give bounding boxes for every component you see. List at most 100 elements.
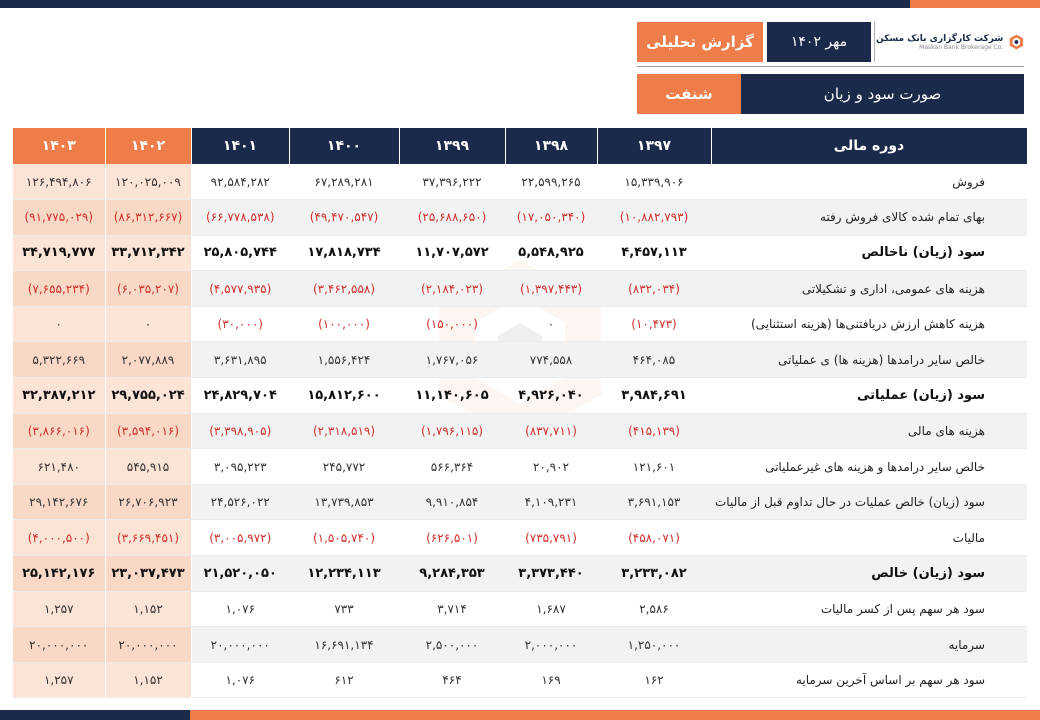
table-cell: ۷۷۴,۵۵۸ <box>505 341 597 379</box>
table-cell: ۲۶,۷۰۶,۹۲۳ <box>105 484 192 521</box>
table-cell: ۳,۷۱۴ <box>399 591 505 628</box>
table-cell: (۳,۰۰۵,۹۷۲) <box>191 519 289 557</box>
table-cell: ۰ <box>13 306 106 343</box>
table-row: ۲۵,۱۴۲,۱۷۶ ۲۳,۰۳۷,۴۷۳ ۲۱,۵۲۰,۰۵۰ ۱۲,۲۳۴,۱۱۳… <box>13 555 1027 592</box>
table-cell: ۳۷,۳۹۶,۲۲۲ <box>399 164 505 201</box>
table-cell: ۱۶۹ <box>505 662 597 699</box>
table-cell: ۱,۶۸۷ <box>505 591 597 628</box>
top-accent-navy <box>0 0 910 8</box>
row-label: سود هر سهم بر اساس آخرین سرمایه <box>711 662 1027 699</box>
table-row: ۳۴,۷۱۹,۷۷۷ ۳۳,۷۱۲,۳۴۲ ۲۵,۸۰۵,۷۴۴ ۱۷,۸۱۸,۷۳۴… <box>13 235 1027 272</box>
table-row: (۷,۶۵۵,۲۳۴) (۶,۰۳۵,۲۰۷) (۴,۵۷۷,۹۳۵) (۳,۴۶۲,… <box>13 270 1027 307</box>
row-label: مالیات <box>711 519 1027 557</box>
table-row: ۳۲,۳۸۷,۲۱۲ ۲۹,۷۵۵,۰۲۴ ۲۴,۸۲۹,۷۰۴ ۱۵,۸۱۲,۶۰۰… <box>13 377 1027 414</box>
company-sub: Maskan Bank Brokerage Co. <box>919 43 1004 51</box>
company-logo: شرکت کارگزاری بانک مسکن Maskan Bank Brok… <box>876 20 1024 64</box>
table-cell: ۲۱,۵۲۰,۰۵۰ <box>191 555 289 592</box>
table-row: ۵,۳۲۲,۶۶۹ ۲,۰۷۷,۸۸۹ ۳,۶۳۱,۸۹۵ ۱,۵۵۶,۴۲۴ ۱,۷۶… <box>13 341 1027 379</box>
table-cell: (۱,۵۰۵,۷۴۰) <box>289 519 399 557</box>
table-cell: (۳,۳۹۸,۹۰۵) <box>191 413 289 450</box>
table-cell: ۲۰,۰۰۰,۰۰۰ <box>13 626 106 663</box>
column-header: ۱۴۰۲ <box>105 128 192 164</box>
table-cell: ۳,۲۳۳,۰۸۲ <box>597 555 711 592</box>
table-cell: ۵۴۵,۹۱۵ <box>105 448 192 485</box>
bottom-accent-bar <box>0 710 1040 720</box>
ticker-symbol: شنفت <box>637 74 741 114</box>
top-accent-bar <box>0 0 1040 8</box>
table-cell: ۲۳,۰۳۷,۴۷۳ <box>105 555 192 592</box>
column-header: ۱۳۹۹ <box>399 128 506 164</box>
row-label: سود (زیان) خالص عملیات در حال تداوم قبل … <box>711 484 1027 521</box>
table-cell: ۱۶۲ <box>597 662 711 699</box>
table-cell: (۱۰,۴۷۳) <box>597 306 711 343</box>
table-cell: (۲,۱۸۴,۰۲۳) <box>399 270 505 307</box>
row-label: سود (زیان) خالص <box>711 555 1027 592</box>
table-cell: ۵,۵۴۸,۹۲۵ <box>505 235 597 272</box>
table-cell: ۱۵,۳۳۹,۹۰۶ <box>597 164 711 201</box>
table-cell: (۷,۶۵۵,۲۳۴) <box>13 270 106 307</box>
table-cell: (۱,۷۹۶,۱۱۵) <box>399 413 505 450</box>
table-cell: (۴,۰۰۰,۵۰۰) <box>13 519 106 557</box>
header-divider <box>637 66 1024 67</box>
row-label: سود (زیان) ناخالص <box>711 235 1027 272</box>
table-cell: ۴,۴۵۷,۱۱۳ <box>597 235 711 272</box>
table-cell: ۱۶,۶۹۱,۱۳۴ <box>289 626 399 663</box>
table-cell: (۶۲۶,۵۰۱) <box>399 519 505 557</box>
table-cell: ۱,۰۷۶ <box>191 662 289 699</box>
row-label: هزینه کاهش ارزش دریافتنی‌ها (هزینه استثن… <box>711 306 1027 343</box>
table-cell: ۱۱,۱۴۰,۶۰۵ <box>399 377 505 414</box>
table-cell: ۲۴,۸۲۹,۷۰۴ <box>191 377 289 414</box>
table-cell: ۱۳,۷۳۹,۸۵۳ <box>289 484 399 521</box>
table-cell: ۳۳,۷۱۲,۳۴۲ <box>105 235 192 272</box>
table-row: ۱۲۶,۴۹۴,۸۰۶ ۱۲۰,۰۲۵,۰۰۹ ۹۲,۵۸۴,۲۸۲ ۶۷,۲۸۹,۲… <box>13 164 1027 201</box>
table-cell: (۳۰,۰۰۰) <box>191 306 289 343</box>
table-cell: ۲۰,۰۰۰,۰۰۰ <box>105 626 192 663</box>
table-cell: (۳,۵۹۴,۰۱۶) <box>105 413 192 450</box>
table-cell: ۶۱۲ <box>289 662 399 699</box>
table-cell: ۱,۲۵۷ <box>13 591 106 628</box>
table-cell: (۹۱,۷۷۵,۰۲۹) <box>13 199 106 236</box>
table-cell: ۱,۱۵۲ <box>105 662 192 699</box>
table-cell: (۳,۴۶۲,۵۵۸) <box>289 270 399 307</box>
report-type: گزارش تحلیلی <box>637 22 763 62</box>
table-cell: (۴۱۵,۱۳۹) <box>597 413 711 450</box>
table-cell: ۲۴۵,۷۷۲ <box>289 448 399 485</box>
table-cell: ۲۵,۸۰۵,۷۴۴ <box>191 235 289 272</box>
table-cell: ۲۰,۹۰۲ <box>505 448 597 485</box>
period-label-header: دوره مالی <box>711 128 1028 164</box>
table-cell: ۲,۵۰۰,۰۰۰ <box>399 626 505 663</box>
table-cell: ۲۹,۱۴۲,۶۷۶ <box>13 484 106 521</box>
table-cell: ۳,۰۹۵,۲۲۳ <box>191 448 289 485</box>
table-cell: ۱۱,۷۰۷,۵۷۲ <box>399 235 505 272</box>
table-cell: (۶۶,۷۷۸,۵۳۸) <box>191 199 289 236</box>
table-row: (۳,۸۶۶,۰۱۶) (۳,۵۹۴,۰۱۶) (۳,۳۹۸,۹۰۵) (۲,۳۱۸,… <box>13 413 1027 450</box>
column-header: ۱۴۰۰ <box>289 128 400 164</box>
table-cell: ۰ <box>505 306 597 343</box>
table-cell: ۱,۲۵۷ <box>13 662 106 699</box>
table-cell: ۹,۲۸۴,۳۵۳ <box>399 555 505 592</box>
table-cell: ۱,۱۵۲ <box>105 591 192 628</box>
table-row: ۱,۲۵۷ ۱,۱۵۲ ۱,۰۷۶ ۷۳۳ ۳,۷۱۴ ۱,۶۸۷ ۲,۵۸۶ سود هر … <box>13 591 1027 628</box>
table-cell: ۱۲۰,۰۲۵,۰۰۹ <box>105 164 192 201</box>
row-label: سرمایه <box>711 626 1027 663</box>
table-cell: ۵۶۶,۳۶۴ <box>399 448 505 485</box>
table-cell: ۱,۰۷۶ <box>191 591 289 628</box>
table-cell: (۳,۶۶۹,۴۵۱) <box>105 519 192 557</box>
table-cell: ۴,۹۲۶,۰۴۰ <box>505 377 597 414</box>
table-row: ۶۲۱,۴۸۰ ۵۴۵,۹۱۵ ۳,۰۹۵,۲۲۳ ۲۴۵,۷۷۲ ۵۶۶,۳۶۴ ۲۰,… <box>13 448 1027 485</box>
table-cell: (۱۵۰,۰۰۰) <box>399 306 505 343</box>
table-cell: ۳۲,۳۸۷,۲۱۲ <box>13 377 106 414</box>
table-body: ۱۲۶,۴۹۴,۸۰۶ ۱۲۰,۰۲۵,۰۰۹ ۹۲,۵۸۴,۲۸۲ ۶۷,۲۸۹,۲… <box>13 164 1027 699</box>
table-cell: ۳,۶۹۱,۱۵۳ <box>597 484 711 521</box>
column-header: ۱۳۹۷ <box>597 128 712 164</box>
table-cell: (۳,۸۶۶,۰۱۶) <box>13 413 106 450</box>
row-label: بهای تمام شده کالای فروش رفته <box>711 199 1027 236</box>
table-cell: ۳,۳۷۳,۴۴۰ <box>505 555 597 592</box>
table-header-row: ۱۴۰۳ ۱۴۰۲ ۱۴۰۱ ۱۴۰۰ ۱۳۹۹ ۱۳۹۸ ۱۳۹۷ دوره … <box>13 128 1028 164</box>
table-cell: ۷۳۳ <box>289 591 399 628</box>
table-row: (۹۱,۷۷۵,۰۲۹) (۸۶,۳۱۲,۶۶۷) (۶۶,۷۷۸,۵۳۸) (۴۹,… <box>13 199 1027 236</box>
table-cell: ۲۹,۷۵۵,۰۲۴ <box>105 377 192 414</box>
bottom-accent-navy <box>0 710 190 720</box>
table-cell: (۸۶,۳۱۲,۶۶۷) <box>105 199 192 236</box>
table-cell: ۱۲۱,۶۰۱ <box>597 448 711 485</box>
